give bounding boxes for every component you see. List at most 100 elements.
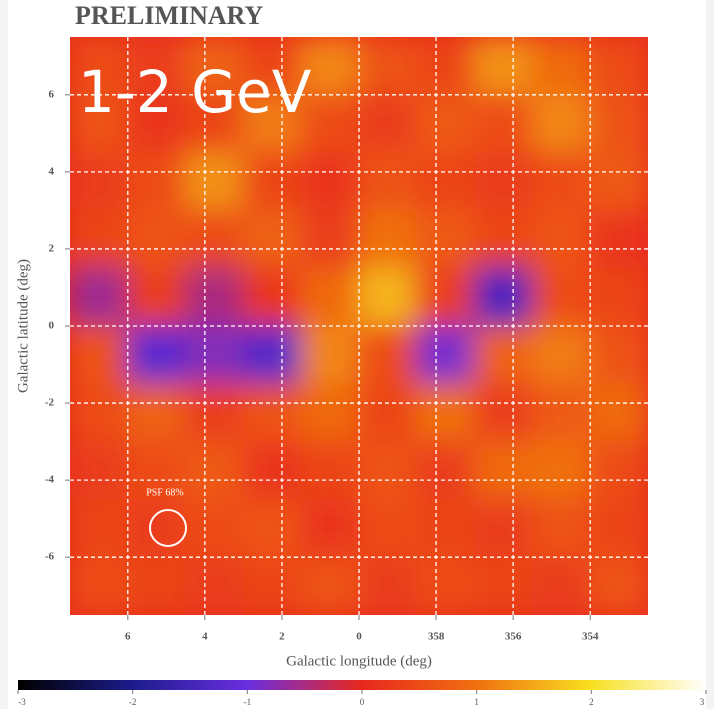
y-tick-label: 2 <box>49 242 55 254</box>
heatmap <box>70 37 648 615</box>
psf-circle <box>149 509 187 547</box>
colorbar-tick-label: 0 <box>360 697 365 707</box>
heatmap-cell <box>300 267 360 327</box>
heatmap-cell <box>358 498 418 559</box>
heatmap-cell <box>358 209 418 270</box>
heatmap-cell <box>242 37 303 96</box>
heatmap-cell <box>184 440 245 501</box>
heatmap-cell <box>126 325 187 385</box>
heatmap-cell <box>473 209 534 270</box>
heatmap-cell <box>531 325 592 385</box>
heatmap-cell <box>473 498 534 559</box>
heatmap-cell <box>415 440 476 501</box>
heatmap-cell <box>415 498 476 559</box>
heatmap-cell <box>242 440 303 501</box>
heatmap-cell <box>300 498 360 559</box>
heatmap-cell <box>70 267 129 327</box>
heatmap-cell <box>415 151 476 212</box>
x-tick-label: 354 <box>582 631 599 643</box>
heatmap-cell <box>184 209 245 270</box>
heatmap-cell <box>531 209 592 270</box>
heatmap-cell <box>531 498 592 559</box>
heatmap-cell <box>70 93 129 154</box>
heatmap-cell <box>126 556 187 615</box>
heatmap-cell <box>415 37 476 96</box>
x-tick-label: 0 <box>356 631 362 643</box>
heatmap-cell <box>358 267 418 327</box>
heatmap-cell <box>70 209 129 270</box>
heatmap-cell <box>473 382 534 443</box>
x-tick-label: 4 <box>202 631 208 643</box>
y-tick-label: -2 <box>45 397 55 409</box>
heatmap-cell <box>589 209 648 270</box>
heatmap-cell <box>126 209 187 270</box>
heatmap-cell <box>184 382 245 443</box>
heatmap-cell <box>589 267 648 327</box>
heatmap-cell <box>531 267 592 327</box>
heatmap-cell <box>70 325 129 385</box>
heatmap-cell <box>473 151 534 212</box>
heatmap-cell <box>184 151 245 212</box>
header: PRELIMINARY <box>75 1 264 30</box>
heatmap-cell <box>242 325 303 385</box>
y-axis-label: Galactic latitude (deg) <box>15 259 31 393</box>
heatmap-cell <box>70 151 129 212</box>
heatmap-cell <box>70 556 129 615</box>
heatmap-cell <box>242 267 303 327</box>
heatmap-cell <box>358 382 418 443</box>
heatmap-cell <box>589 498 648 559</box>
colorbar-tick-label: -2 <box>129 697 137 707</box>
heatmap-cell <box>126 498 187 559</box>
heatmap-cell <box>415 325 476 385</box>
heatmap-cell <box>70 440 129 501</box>
heatmap-cell <box>184 556 245 615</box>
heatmap-cell <box>126 37 187 96</box>
chart-title: 1-2 GeV <box>78 58 312 126</box>
heatmap-cell <box>589 382 648 443</box>
colorbar-tick-label: -1 <box>244 697 252 707</box>
heatmap-cell <box>531 556 592 615</box>
heatmap-cell <box>415 209 476 270</box>
heatmap-cell <box>473 325 534 385</box>
heatmap-cell <box>531 440 592 501</box>
heatmap-cell <box>70 382 129 443</box>
heatmap-cell <box>300 209 360 270</box>
heatmap-cell <box>242 382 303 443</box>
heatmap-cell <box>358 151 418 212</box>
colorbar <box>18 680 706 690</box>
heatmap-cell <box>126 151 187 212</box>
heatmap-cell <box>300 382 360 443</box>
colorbar-tick-label: 2 <box>589 697 594 707</box>
heatmap-cell <box>473 93 534 154</box>
heatmap-cell <box>300 440 360 501</box>
heatmap-cell <box>184 325 245 385</box>
heatmap-cell <box>70 498 129 559</box>
heatmap-cell <box>300 93 360 154</box>
heatmap-cell <box>126 440 187 501</box>
y-tick-label: 6 <box>49 88 55 100</box>
heatmap-cell <box>126 382 187 443</box>
x-tick-label: 356 <box>505 631 522 643</box>
heatmap-cell <box>242 498 303 559</box>
heatmap-cell <box>184 37 245 96</box>
heatmap-cell <box>242 151 303 212</box>
x-axis-label: Galactic longitude (deg) <box>286 653 432 669</box>
heatmap-cell <box>473 37 534 96</box>
x-tick-label: 358 <box>428 631 445 643</box>
heatmap-cell <box>531 382 592 443</box>
heatmap-cell <box>242 556 303 615</box>
heatmap-cell <box>242 209 303 270</box>
heatmap-cell <box>358 37 418 96</box>
colorbar-tick-label: -3 <box>18 697 26 707</box>
heatmap-cell <box>358 93 418 154</box>
heatmap-cell <box>473 440 534 501</box>
heatmap-cell <box>589 37 648 96</box>
heatmap-cell <box>589 93 648 154</box>
y-tick-label: 0 <box>49 320 55 332</box>
colorbar-tick-label: 3 <box>700 697 705 707</box>
y-tick-label: -6 <box>45 551 55 563</box>
heatmap-cell <box>358 325 418 385</box>
heatmap-cell <box>415 93 476 154</box>
x-tick-label: 2 <box>279 631 285 643</box>
y-tick-label: -4 <box>45 474 55 486</box>
